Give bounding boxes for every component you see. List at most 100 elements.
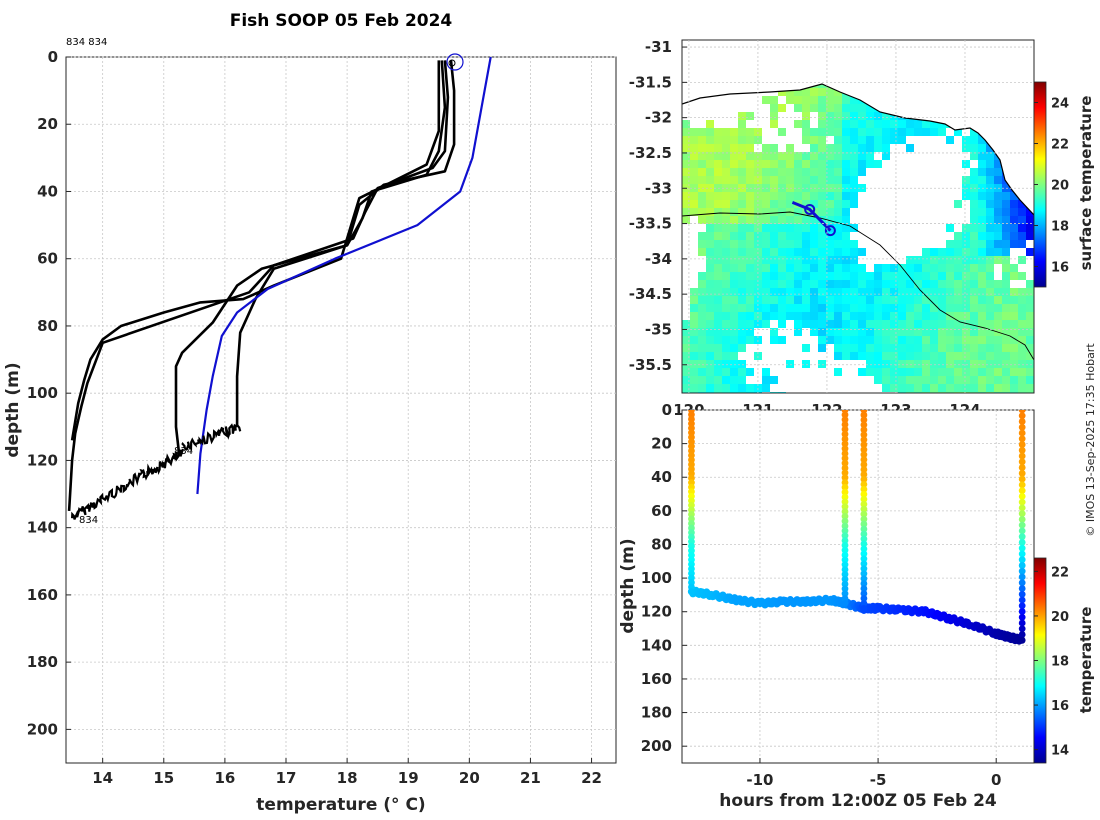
map-lat-tick-label: -31.5 (629, 73, 672, 91)
profile-x-ticks: 14 15 16 17 18 19 20 21 22 (92, 758, 602, 787)
profile-y-tick-label: 80 (37, 317, 58, 335)
cast-point (860, 580, 868, 587)
map-colorbar-ticks: 16 18 20 22 24 (1034, 97, 1069, 276)
cast-point (860, 520, 868, 528)
cast-point (1018, 608, 1026, 615)
cast-point (860, 555, 868, 563)
cast-point (1018, 429, 1026, 437)
cast-point (841, 595, 849, 602)
cast-point (860, 461, 868, 468)
cast-point (1018, 613, 1026, 621)
cast-point (860, 560, 868, 568)
map-lat-tick-label: -31 (645, 38, 672, 56)
section-plot-area (681, 409, 1035, 764)
cast-point (1018, 481, 1026, 489)
cast-point (1018, 585, 1026, 592)
cast-location-marker (804, 203, 816, 215)
cast-point (1018, 539, 1026, 546)
cast-point (1018, 412, 1026, 420)
cast-point (841, 575, 849, 583)
section-y-tick-label: 180 (641, 704, 672, 722)
cast-point (1018, 510, 1026, 518)
cast-point (1018, 625, 1026, 633)
cast-point (860, 545, 868, 553)
section-colorbar-tick-label: 16 (1051, 699, 1069, 714)
map-lat-tick-label: -35.5 (629, 356, 672, 374)
section-colorbar-tick-label: 20 (1051, 610, 1069, 625)
cast-point (860, 436, 868, 444)
cast-point (860, 535, 868, 543)
map-grid (682, 40, 1034, 393)
map-lat-tick-label: -34 (645, 250, 672, 268)
section-y-tick-label: 80 (651, 535, 672, 553)
cast-point (860, 446, 868, 454)
cast-point (841, 445, 849, 453)
cast-point (841, 508, 849, 515)
cast-point (841, 532, 849, 540)
cast-point (860, 530, 868, 538)
profile-x-tick-label: 20 (459, 769, 480, 787)
cast-point (841, 450, 849, 457)
cast-point (1018, 527, 1026, 535)
profile-x-tick-label: 19 (398, 769, 419, 787)
cast-point (1018, 533, 1026, 541)
cast-point (841, 488, 849, 496)
cast-point (860, 525, 868, 533)
profile-line (174, 60, 456, 454)
cast-point (841, 522, 849, 530)
cast-point (1018, 423, 1026, 431)
cast-point (1018, 602, 1026, 610)
section-y-axis-label: depth (m) (618, 538, 638, 633)
profile-series (67, 57, 492, 520)
section-y-tick-label: 160 (641, 670, 672, 688)
cast-point (1018, 636, 1026, 644)
cast-point (1018, 544, 1026, 552)
cast-point (860, 456, 868, 463)
cast-point (860, 585, 868, 592)
cast-point (841, 590, 849, 598)
cast-point (860, 510, 868, 518)
section-series (687, 410, 1026, 645)
cast-point (841, 580, 849, 588)
map-colorbar-label: surface temperature (1077, 96, 1095, 271)
section-x-tick-label: 0 (991, 771, 1001, 789)
cast-point (841, 435, 849, 443)
cast-point (860, 476, 868, 483)
cast-point (841, 421, 849, 428)
map-lat-tick-label: -33 (645, 179, 672, 197)
profile-x-tick-label: 16 (214, 769, 235, 787)
profile-noise-trace (137, 448, 185, 481)
cast-point (1018, 504, 1026, 512)
cast-point (860, 441, 868, 449)
cast-point (860, 595, 868, 602)
cast-point (860, 515, 868, 523)
cast-point (841, 561, 849, 569)
cast-point (1018, 562, 1026, 569)
cast-point (1018, 441, 1026, 448)
cast-point (841, 454, 849, 462)
cast-point (1018, 619, 1026, 627)
section-grid (682, 409, 1034, 763)
cast-point (841, 416, 849, 424)
cast-point (1018, 410, 1026, 414)
map-colorbar-tick-label: 22 (1051, 138, 1069, 153)
shelf-contour (682, 211, 1034, 361)
cast-point (841, 599, 849, 607)
cast-point (841, 493, 849, 501)
profile-y-tick-label: 140 (27, 519, 58, 537)
cast-point (841, 430, 849, 438)
profile-y-axis-label: depth (m) (3, 362, 23, 457)
profile-y-tick-label: 200 (27, 720, 58, 738)
profile-label-top: 834 834 (66, 37, 107, 48)
cast-point (860, 426, 868, 434)
map-lat-tick-label: -32 (645, 109, 672, 127)
profile-y-ticks: 0 20 40 60 80 100 120 140 160 180 200 (27, 48, 71, 738)
figure-title: Fish SOOP 05 Feb 2024 (230, 11, 453, 31)
cast-point (841, 537, 849, 544)
cast-point (860, 575, 868, 582)
cast-point (1018, 418, 1026, 425)
profile-y-tick-label: 100 (27, 384, 58, 402)
surface-temperature-map: -31 -31.5 -32 -32.5 -33 -33.5 -34 -34.5 -35 -35.5… (629, 38, 1095, 419)
profile-x-tick-label: 18 (337, 769, 358, 787)
map-colorbar-tick-label: 16 (1051, 261, 1069, 276)
